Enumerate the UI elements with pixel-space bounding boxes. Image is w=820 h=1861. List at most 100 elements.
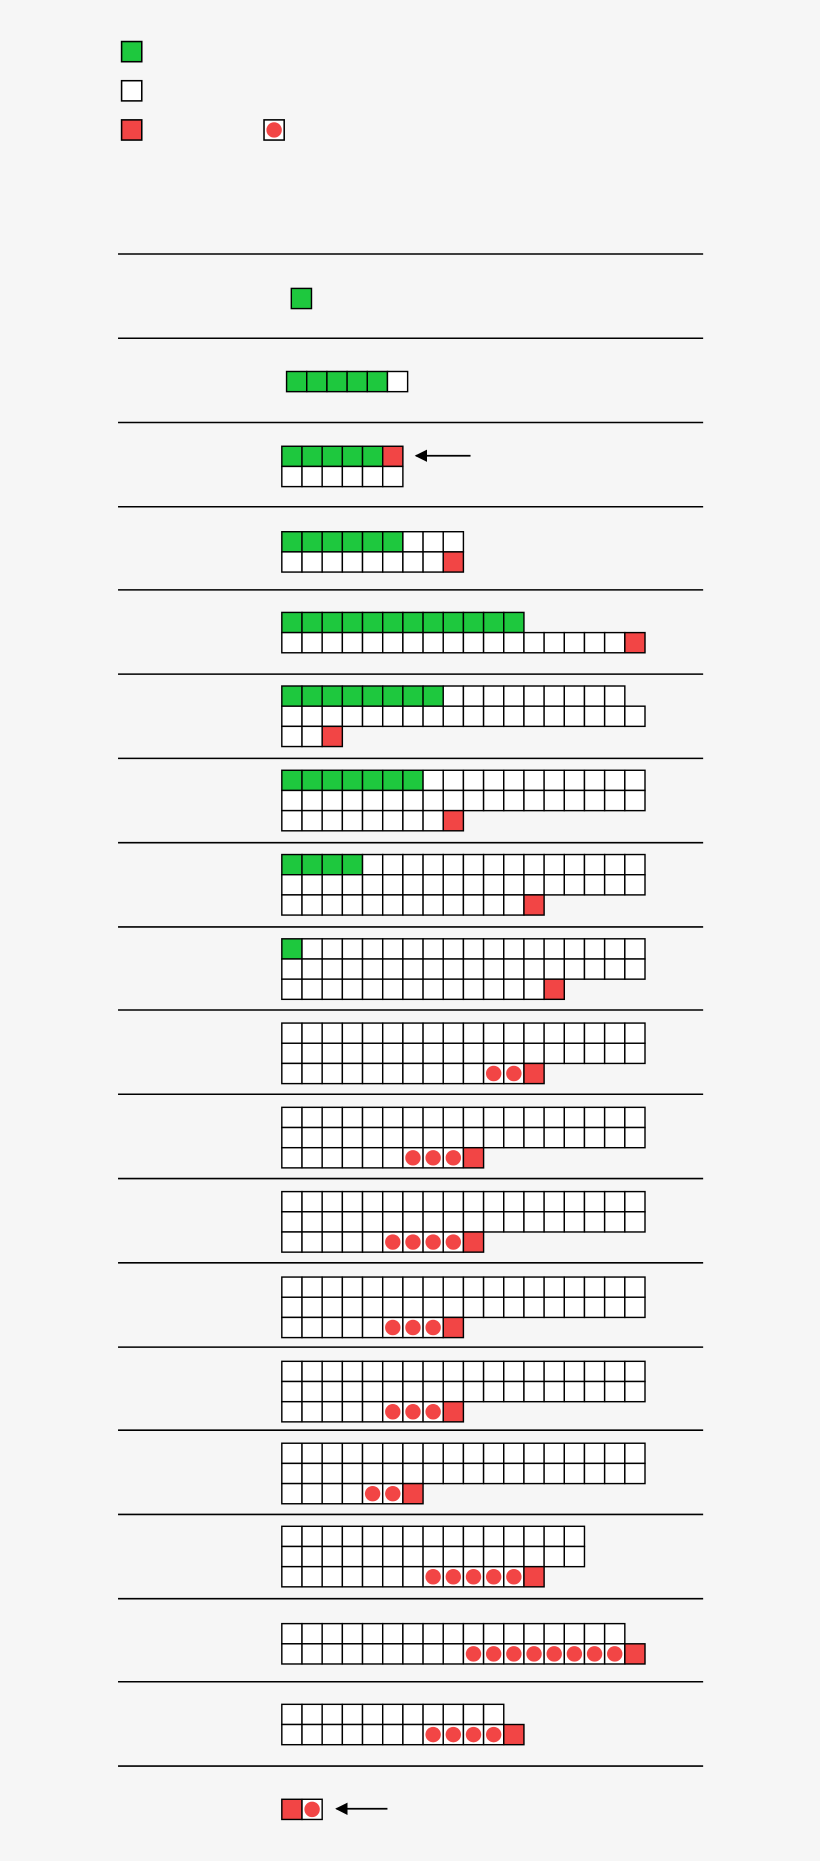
- cell-white: [361, 1316, 384, 1339]
- cell-white: [482, 1442, 505, 1465]
- cell-white: [503, 789, 525, 812]
- cell-white: [482, 958, 505, 980]
- cell-green: [361, 769, 384, 792]
- cell-white: [341, 1703, 364, 1726]
- cell-green: [341, 611, 364, 634]
- cell-white: [321, 1296, 344, 1319]
- cell-white: [543, 769, 566, 792]
- cell-white: [422, 978, 444, 1001]
- cell-white: [503, 894, 525, 916]
- cell-white: [422, 1622, 444, 1645]
- cell-white: [523, 1042, 545, 1065]
- cell-white: [301, 1296, 323, 1319]
- cell-white: [523, 769, 545, 792]
- cell-white: [422, 1126, 444, 1149]
- cell-white: [503, 1190, 525, 1213]
- cell-white: [624, 1296, 646, 1319]
- cell-white: [301, 978, 323, 1001]
- cell-white: [442, 1211, 465, 1233]
- cell-white: [301, 631, 323, 654]
- cell-white: [402, 1190, 424, 1213]
- cell-white: [543, 1211, 566, 1233]
- dot: [425, 1569, 441, 1585]
- cell-white: [462, 1525, 485, 1548]
- cell-white: [381, 1723, 404, 1746]
- cell-green: [326, 370, 348, 393]
- cell-white: [402, 1022, 424, 1044]
- cell-white: [361, 1622, 384, 1645]
- cell-white: [281, 631, 303, 654]
- cell-white: [361, 938, 384, 960]
- cell-white: [301, 1106, 323, 1129]
- cell-white: [301, 1462, 323, 1485]
- cell-white: [482, 1190, 505, 1213]
- cell-white: [361, 809, 384, 832]
- cell-white: [281, 1380, 303, 1403]
- cell-white: [422, 1360, 444, 1383]
- cell-white: [543, 1042, 566, 1065]
- cell-green: [301, 445, 323, 468]
- cell-green: [346, 370, 368, 393]
- cell-white: [563, 1380, 586, 1403]
- cell-green: [503, 611, 525, 634]
- cell-white: [301, 1231, 323, 1253]
- cell-green: [321, 445, 344, 468]
- cell-white: [583, 1022, 606, 1044]
- cell-white: [603, 853, 626, 876]
- dot: [385, 1234, 401, 1250]
- cell-white: [301, 1316, 323, 1339]
- cell-white: [583, 705, 606, 728]
- cell-white: [523, 874, 545, 896]
- dot: [304, 1801, 320, 1818]
- cell-white: [523, 1525, 545, 1548]
- cell-white: [583, 874, 606, 896]
- cell-white: [341, 1462, 364, 1485]
- cell-white: [624, 1442, 646, 1465]
- cell-white: [563, 1296, 586, 1319]
- cell-green: [442, 611, 465, 634]
- cell-white: [482, 705, 505, 728]
- cell-white: [422, 1062, 444, 1085]
- cell-white: [503, 1360, 525, 1383]
- cell-white: [462, 1126, 485, 1149]
- cell-white: [543, 705, 566, 728]
- cell-white: [462, 1042, 485, 1065]
- cell-white: [523, 1380, 545, 1403]
- legend-dot-circle: [266, 122, 282, 138]
- cell-white: [422, 1022, 444, 1044]
- cell-white: [503, 853, 525, 876]
- dot: [445, 1150, 462, 1166]
- cell-red: [543, 978, 566, 1001]
- cell-white: [321, 551, 344, 573]
- cell-white: [624, 853, 646, 876]
- cell-white: [603, 1190, 626, 1213]
- cell-white: [583, 1190, 606, 1213]
- cell-white: [321, 894, 344, 916]
- dot: [364, 1485, 381, 1502]
- cell-white: [624, 1022, 646, 1044]
- cell-white: [503, 1525, 525, 1548]
- cell-white: [321, 1231, 344, 1253]
- cell-green: [462, 611, 485, 634]
- cell-white: [281, 1360, 303, 1383]
- cell-white: [422, 1462, 444, 1485]
- cell-white: [523, 1442, 545, 1465]
- cell-white: [624, 705, 646, 728]
- cell-white: [361, 1211, 384, 1233]
- cell-white: [482, 1211, 505, 1233]
- cell-green: [281, 769, 303, 792]
- dot: [526, 1646, 542, 1662]
- cell-white: [523, 1462, 545, 1485]
- cell-white: [321, 874, 344, 896]
- cell-white: [583, 1296, 606, 1319]
- cell-white: [523, 1190, 545, 1213]
- cell-white: [442, 1062, 465, 1085]
- cell-white: [482, 1276, 505, 1298]
- cell-white: [381, 1276, 404, 1298]
- cell-red: [624, 631, 646, 654]
- cell-white: [281, 1106, 303, 1129]
- cell-white: [321, 465, 344, 488]
- cell-green: [361, 445, 384, 468]
- cell-white: [341, 1022, 364, 1044]
- cell-green: [321, 685, 344, 707]
